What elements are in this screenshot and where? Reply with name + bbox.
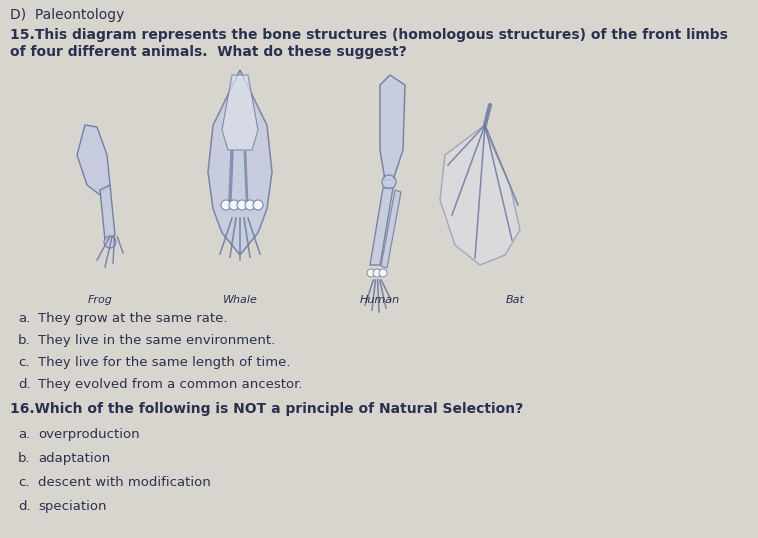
Text: Human: Human [360, 295, 400, 305]
Polygon shape [440, 125, 520, 265]
Text: speciation: speciation [38, 500, 107, 513]
Polygon shape [100, 185, 115, 240]
Text: They grow at the same rate.: They grow at the same rate. [38, 312, 227, 325]
Circle shape [382, 175, 396, 189]
Circle shape [379, 269, 387, 277]
Circle shape [221, 200, 231, 210]
Text: They live for the same length of time.: They live for the same length of time. [38, 356, 290, 369]
Text: c.: c. [18, 356, 30, 369]
Circle shape [253, 200, 263, 210]
Text: Frog: Frog [88, 295, 112, 305]
Text: descent with modification: descent with modification [38, 476, 211, 489]
Text: D)  Paleontology: D) Paleontology [10, 8, 124, 22]
Circle shape [229, 200, 239, 210]
Circle shape [237, 200, 247, 210]
Text: d.: d. [18, 500, 30, 513]
Text: 15.This diagram represents the bone structures (homologous structures) of the fr: 15.This diagram represents the bone stru… [10, 28, 728, 42]
Polygon shape [381, 190, 401, 268]
Text: d.: d. [18, 378, 30, 391]
Text: 16.Which of the following is NOT a principle of Natural Selection?: 16.Which of the following is NOT a princ… [10, 402, 523, 416]
Text: Whale: Whale [223, 295, 258, 305]
Circle shape [104, 236, 116, 248]
Text: They evolved from a common ancestor.: They evolved from a common ancestor. [38, 378, 302, 391]
Circle shape [367, 269, 375, 277]
Circle shape [373, 269, 381, 277]
Polygon shape [208, 70, 272, 255]
Polygon shape [370, 188, 393, 265]
Text: a.: a. [18, 312, 30, 325]
Text: adaptation: adaptation [38, 452, 110, 465]
Text: They live in the same environment.: They live in the same environment. [38, 334, 275, 347]
Polygon shape [222, 75, 258, 150]
Text: overproduction: overproduction [38, 428, 139, 441]
Polygon shape [77, 125, 110, 195]
Text: b.: b. [18, 452, 30, 465]
Text: c.: c. [18, 476, 30, 489]
Text: of four different animals.  What do these suggest?: of four different animals. What do these… [10, 45, 407, 59]
Polygon shape [380, 75, 405, 180]
Text: a.: a. [18, 428, 30, 441]
Text: b.: b. [18, 334, 30, 347]
Text: Bat: Bat [506, 295, 525, 305]
Circle shape [245, 200, 255, 210]
